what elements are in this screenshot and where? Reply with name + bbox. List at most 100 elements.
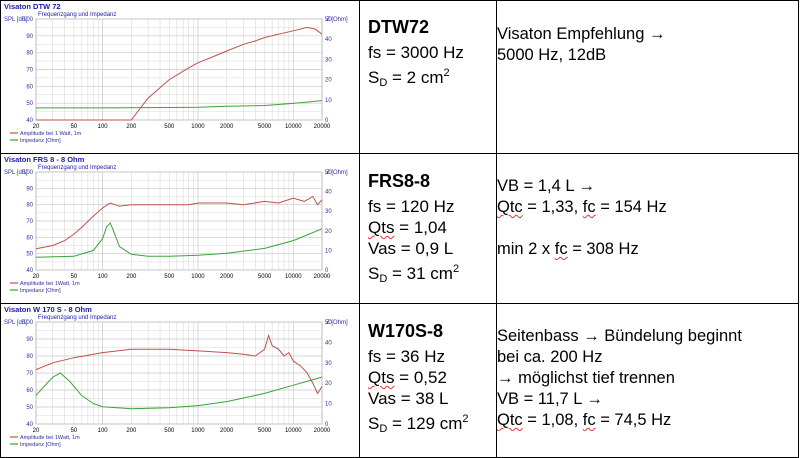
y-tick-label: 90 <box>26 34 33 40</box>
y-tick-label: 40 <box>26 268 33 274</box>
x-tick-label: 5000 <box>258 428 272 434</box>
param-line: fs = 120 Hz <box>368 197 455 216</box>
y-tick-label: 50 <box>26 405 33 411</box>
recommendation-line: VB = 1,4 L → <box>497 177 595 195</box>
chart-subtitle: Frequenzgang und Impedanz <box>38 165 116 171</box>
x-tick-label: 200 <box>126 428 137 434</box>
x-tick-label: 1000 <box>191 124 205 130</box>
y-tick-label: 70 <box>26 371 33 377</box>
y-tick-label: 70 <box>26 68 33 74</box>
x-tick-label: 20 <box>33 428 40 434</box>
y-tick-label: 100 <box>23 170 34 176</box>
column-divider <box>496 0 497 458</box>
y-tick-label: 40 <box>26 118 33 124</box>
legend-entry: Amplitude bei 1Watt, 1m <box>20 435 80 441</box>
column-divider <box>0 0 1 458</box>
x-tick-label: 1000 <box>191 274 205 280</box>
y-axis-label: SPL [dB] <box>4 320 28 326</box>
y-tick-label: 100 <box>23 17 34 23</box>
y-axis-label: SPL [dB] <box>4 17 28 23</box>
recommendation: VB = 1,4 L → Qtc = 1,33, fc = 154 Hz min … <box>497 176 797 260</box>
speaker-name: DTW72 <box>368 17 430 37</box>
y2-tick-label: 10 <box>325 98 332 104</box>
param-line: SD = 2 cm2 <box>368 67 450 89</box>
x-tick-label: 50 <box>71 124 78 130</box>
speaker-name: W170S-8 <box>368 321 444 341</box>
chart-title: Visaton FRS 8 - 8 Ohm <box>4 155 85 164</box>
y2-axis-label: Z [Ohm] <box>326 170 348 176</box>
y2-tick-label: 40 <box>325 340 332 346</box>
y-tick-label: 50 <box>26 101 33 107</box>
y2-axis-label: Z [Ohm] <box>326 17 348 23</box>
speaker-specs: DTW72 fs = 3000 Hz SD = 2 cm2 <box>360 8 496 94</box>
recommendation-line <box>497 218 797 239</box>
y-tick-label: 50 <box>26 252 33 258</box>
legend-entry: Impedanz [Ohm] <box>20 442 61 448</box>
spl-curve <box>35 195 323 250</box>
param-list: fs = 120 Hz Qts = 1,04 Vas = 0,9 L SD = 31 … <box>368 196 496 290</box>
x-tick-label: 500 <box>164 124 175 130</box>
spl-curve <box>35 333 323 395</box>
speaker-specs: FRS8-8 fs = 120 Hz Qts = 1,04 Vas = 0,9 L S… <box>360 170 496 290</box>
chart-subtitle: Frequenzgang und Impedanz <box>38 12 116 18</box>
y-tick-label: 70 <box>26 219 33 225</box>
y2-tick-label: 10 <box>325 248 332 254</box>
recommendation-line: Qtc = 1,33, fc = 154 Hz <box>497 198 667 216</box>
impedance-curve <box>36 100 323 109</box>
y-axis-label: SPL [dB] <box>4 170 28 176</box>
x-tick-label: 20 <box>33 274 40 280</box>
param-line: SD = 31 cm2 <box>368 263 460 285</box>
x-tick-label: 200 <box>126 274 137 280</box>
param-line: Qts = 1,04 <box>368 218 447 237</box>
recommendation-line: 5000 Hz, 12dB <box>497 46 607 64</box>
recommendation: Visaton Empfehlung → 5000 Hz, 12dB <box>497 24 797 66</box>
x-tick-label: 500 <box>164 274 175 280</box>
recommendation-line: → möglichst tief trennen <box>497 369 675 387</box>
x-tick-label: 20000 <box>314 274 331 280</box>
recommendation-line: Seitenbass → Bündelung beginnt <box>497 327 742 345</box>
x-tick-label: 100 <box>98 428 109 434</box>
recommendation-line: VB = 11,7 L → <box>497 390 603 408</box>
table-row <box>0 153 799 303</box>
chart-subtitle: Frequenzgang und Impedanz <box>38 315 116 321</box>
x-tick-label: 20000 <box>314 124 331 130</box>
x-tick-label: 20 <box>33 124 40 130</box>
y2-tick-label: 50 <box>325 320 332 326</box>
recommendation-line: bei ca. 200 Hz <box>497 348 603 366</box>
chart-title: Visaton DTW 72 <box>4 2 61 11</box>
y-tick-label: 40 <box>26 422 33 428</box>
y2-tick-label: 0 <box>325 422 329 428</box>
y2-tick-label: 30 <box>325 361 332 367</box>
y2-tick-label: 30 <box>325 57 332 63</box>
y2-tick-label: 50 <box>325 17 332 23</box>
y2-axis-label: Z [Ohm] <box>326 320 348 326</box>
x-tick-label: 2000 <box>220 124 234 130</box>
x-tick-label: 2000 <box>220 274 234 280</box>
y-tick-label: 60 <box>26 388 33 394</box>
recommendation: Seitenbass → Bündelung beginnt bei ca. 20… <box>497 326 797 431</box>
x-tick-label: 10000 <box>285 124 302 130</box>
legend-entry: Impedanz [Ohm] <box>20 138 61 144</box>
y2-tick-label: 20 <box>325 381 332 387</box>
x-tick-label: 10000 <box>285 428 302 434</box>
param-list: fs = 3000 Hz SD = 2 cm2 <box>368 42 496 94</box>
impedance-curve <box>35 372 323 410</box>
param-line: SD = 129 cm2 <box>368 413 469 435</box>
y2-tick-label: 0 <box>325 268 329 274</box>
y2-tick-label: 30 <box>325 209 332 215</box>
y-tick-label: 80 <box>26 354 33 360</box>
param-line: Qts = 0,52 <box>368 368 447 387</box>
x-tick-label: 50 <box>71 274 78 280</box>
impedance-curve <box>35 222 323 258</box>
speaker-specs: W170S-8 fs = 36 Hz Qts = 0,52 Vas = 38 L SD… <box>360 320 496 440</box>
chart-title: Visaton W 170 S - 8 Ohm <box>4 305 92 314</box>
x-tick-label: 2000 <box>220 428 234 434</box>
y-tick-label: 100 <box>23 320 34 326</box>
x-tick-label: 10000 <box>285 274 302 280</box>
y-tick-label: 90 <box>26 337 33 343</box>
y-tick-label: 80 <box>26 203 33 209</box>
param-line: Vas = 38 L <box>368 389 449 408</box>
column-divider <box>359 0 360 458</box>
